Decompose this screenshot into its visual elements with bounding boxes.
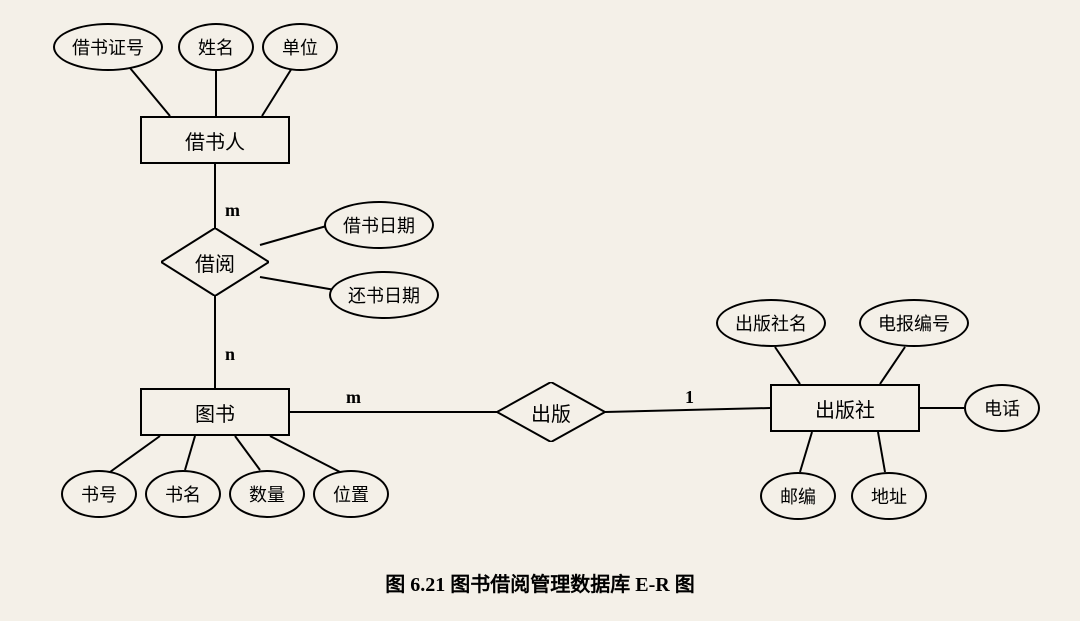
attr-book-name: 书名 — [145, 470, 221, 518]
relationship-borrow: 借阅 — [161, 228, 269, 296]
figure-caption: 图 6.21 图书借阅管理数据库 E-R 图 — [0, 568, 1080, 597]
attr-book-name-label: 书名 — [165, 481, 201, 507]
attr-zipcode-label: 邮编 — [780, 483, 816, 509]
attr-telegram-label: 电报编号 — [878, 310, 950, 336]
attr-unit: 单位 — [262, 23, 338, 71]
attr-phone: 电话 — [964, 384, 1040, 432]
attr-address-label: 地址 — [871, 483, 907, 509]
relationship-borrow-label: 借阅 — [195, 248, 235, 277]
entity-borrower-label: 借书人 — [185, 126, 245, 155]
cardinality-m2: m — [346, 387, 361, 408]
attr-return-date: 还书日期 — [329, 271, 439, 319]
attr-name: 姓名 — [178, 23, 254, 71]
attr-telegram: 电报编号 — [859, 299, 969, 347]
attr-card-no-label: 借书证号 — [72, 34, 144, 60]
cardinality-one: 1 — [685, 387, 694, 408]
attr-return-date-label: 还书日期 — [348, 282, 420, 308]
attr-borrow-date-label: 借书日期 — [343, 212, 415, 238]
attr-location-label: 位置 — [333, 481, 369, 507]
attr-book-no-label: 书号 — [81, 481, 117, 507]
entity-book-label: 图书 — [195, 398, 235, 427]
attr-zipcode: 邮编 — [760, 472, 836, 520]
entity-publisher-label: 出版社 — [815, 394, 875, 423]
attr-card-no: 借书证号 — [53, 23, 163, 71]
attr-unit-label: 单位 — [282, 34, 318, 60]
relationship-publish-label: 出版 — [531, 398, 571, 427]
entity-borrower: 借书人 — [140, 116, 290, 164]
relationship-publish: 出版 — [497, 382, 605, 442]
entity-publisher: 出版社 — [770, 384, 920, 432]
entity-book: 图书 — [140, 388, 290, 436]
cardinality-m1: m — [225, 200, 240, 221]
cardinality-n: n — [225, 344, 235, 365]
attr-book-no: 书号 — [61, 470, 137, 518]
attr-quantity: 数量 — [229, 470, 305, 518]
attr-borrow-date: 借书日期 — [324, 201, 434, 249]
attr-address: 地址 — [851, 472, 927, 520]
er-diagram-canvas: 借书人 图书 出版社 借阅 出版 借书证号 姓名 单位 借书日期 还书日期 书号… — [0, 0, 1080, 621]
attr-quantity-label: 数量 — [249, 481, 285, 507]
attr-name-label: 姓名 — [198, 34, 234, 60]
attr-pub-name-label: 出版社名 — [735, 310, 807, 336]
attr-location: 位置 — [313, 470, 389, 518]
attr-phone-label: 电话 — [984, 395, 1020, 421]
attr-pub-name: 出版社名 — [716, 299, 826, 347]
